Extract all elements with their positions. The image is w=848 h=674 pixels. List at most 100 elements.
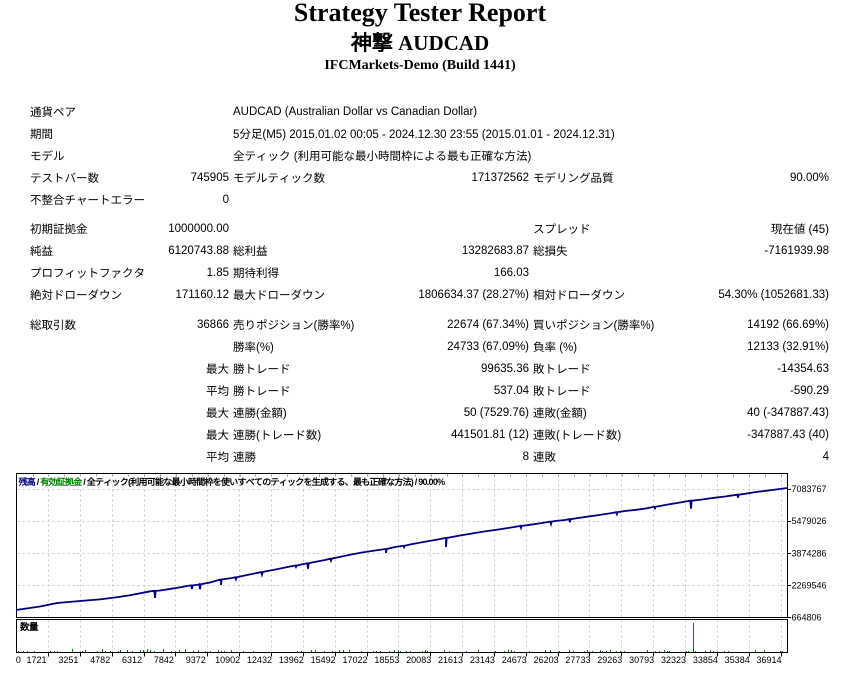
svg-text:13962: 13962 <box>279 655 304 665</box>
top-minor-ticks <box>33 474 782 477</box>
grid-lines <box>17 474 787 652</box>
cell-label: 売りポジション(勝率%) <box>233 319 355 332</box>
cell-value: 537.04 <box>493 384 529 397</box>
cell-label: 勝トレード <box>233 385 291 398</box>
legend-segment: 有効証拠金 <box>40 477 82 487</box>
svg-text:32323: 32323 <box>661 655 686 665</box>
chart-legend: 残高 / 有効証拠金 / 全ティック(利用可能な最小時間枠を使いすべてのティック… <box>19 477 446 488</box>
cell-label: 初期証拠金 <box>30 224 88 237</box>
svg-text:18553: 18553 <box>374 655 399 665</box>
cell-label: 絶対ドローダウン <box>30 290 122 303</box>
cell-value: 441501.81 (12) <box>450 428 529 441</box>
svg-text:9372: 9372 <box>186 655 206 665</box>
report-subtitle: 神撃 AUDCAD <box>350 31 490 55</box>
cell-label: テストバー数 <box>30 172 99 185</box>
cell-label: 買いポジション(勝率%) <box>533 319 655 332</box>
cell-value: 40 (-347887.43) <box>747 406 829 419</box>
table-row: 通貨ペア AUDCAD (Australian Dollar vs Canadia… <box>30 101 829 123</box>
cell-label: 期待利得 <box>233 268 279 281</box>
cell-value: 745905 <box>190 171 229 184</box>
legend-segment: / <box>35 477 41 487</box>
svg-text:4782: 4782 <box>90 655 110 665</box>
cell-label: 勝率(%) <box>233 341 274 354</box>
cell-value: -7161939.98 <box>764 245 829 258</box>
cell-label: スプレッド <box>533 224 591 237</box>
svg-text:17022: 17022 <box>342 655 367 665</box>
cell-value: 4 <box>822 451 829 463</box>
cell-label: 連勝 <box>233 452 256 464</box>
table-row: 不整合チャートエラー 0 <box>30 189 829 211</box>
table-row: 絶対ドローダウン 171160.12 最大ドローダウン 1806634.37 (28.… <box>30 284 829 306</box>
svg-text:1721: 1721 <box>26 655 46 665</box>
row-value-wide: 5分足(M5) 2015.01.02 00:05 - 2024.12.30 23… <box>233 128 615 141</box>
cell-value: 50 (7529.76) <box>463 406 529 419</box>
cell-value: 22674 (67.34%) <box>447 318 529 331</box>
table-row: 勝率(%) 24733 (67.09%) 負率 (%) 12133 (32.91%) <box>30 336 829 358</box>
cell-label: 連敗 <box>533 452 556 464</box>
cell-value: 14192 (66.69%) <box>747 318 829 331</box>
row-label: 通貨ペア <box>30 106 76 119</box>
table-row: プロフィットファクタ 1.85 期待利得 166.03 <box>30 262 829 284</box>
table-row: 最大 連勝(トレード数) 441501.81 (12) 連敗(トレード数) -34788… <box>30 424 829 446</box>
svg-text:15492: 15492 <box>311 655 336 665</box>
cell-value: 90.00% <box>789 171 829 184</box>
table-row: 総取引数 36866 売りポジション(勝率%) 22674 (67.34%) 買いポジシ… <box>30 314 829 336</box>
cell-value: 最大 <box>206 407 229 420</box>
svg-text:24673: 24673 <box>502 655 527 665</box>
table-row: 最大 連勝(金額) 50 (7529.76) 連敗(金額) 40 (-347887.43… <box>30 402 829 424</box>
y-axis-labels: 7083767 5479026 3874286 2269546 664806 <box>792 484 827 622</box>
cell-value: 24733 (67.09%) <box>447 340 529 353</box>
cell-label: 連勝(トレード数) <box>233 429 322 442</box>
cell-value: 8 <box>522 451 529 463</box>
cell-value: 1000000.00 <box>168 223 229 236</box>
report-header: Strategy Tester Report 神撃 AUDCAD IFCMark… <box>0 0 840 74</box>
cell-label: 連敗(金額) <box>533 407 587 420</box>
cell-value: 最大 <box>206 429 229 442</box>
table-row: 平均 連勝 8 連敗 4 <box>30 446 829 468</box>
cell-value: 13282683.87 <box>461 245 529 258</box>
cell-label: 負率 (%) <box>533 341 578 354</box>
cell-label: 最大ドローダウン <box>233 290 325 303</box>
cell-value: 171372562 <box>471 171 529 184</box>
summary-table: 通貨ペア AUDCAD (Australian Dollar vs Canadia… <box>30 101 829 468</box>
cell-value: 6120743.88 <box>168 245 229 258</box>
x-axis-labels: 0 1721 3251 4782 6312 7842 9372 10902 12432 13962… <box>16 655 782 665</box>
cell-value: 166.03 <box>493 267 529 280</box>
svg-text:0: 0 <box>16 655 21 665</box>
table-row: モデル 全ティック (利用可能な最小時間枠による最も正確な方法) <box>30 145 829 167</box>
cell-value: 平均 <box>206 385 229 398</box>
svg-text:3874286: 3874286 <box>792 548 827 558</box>
cell-label: 勝トレード <box>233 363 291 376</box>
cell-label: モデリング品質 <box>533 172 614 185</box>
svg-text:21613: 21613 <box>438 655 463 665</box>
svg-text:26203: 26203 <box>534 655 559 665</box>
cell-value: 171160.12 <box>175 289 229 302</box>
cell-value: 36866 <box>197 318 229 331</box>
cell-label: 敗トレード <box>533 385 591 398</box>
table-row: 最大 勝トレード 99635.36 敗トレード -14354.63 <box>30 358 829 380</box>
cell-label: 純益 <box>30 246 53 259</box>
page-title: Strategy Tester Report <box>293 0 547 27</box>
cell-label: 敗トレード <box>533 363 591 376</box>
cell-label: 総損失 <box>533 246 568 259</box>
svg-text:33854: 33854 <box>693 655 718 665</box>
svg-text:30793: 30793 <box>629 655 654 665</box>
svg-text:664806: 664806 <box>792 613 822 623</box>
svg-text:5479026: 5479026 <box>792 516 827 526</box>
row-label: モデル <box>30 150 65 163</box>
cell-label: 相対ドローダウン <box>533 290 625 303</box>
cell-label: 総利益 <box>233 246 268 259</box>
svg-text:2269546: 2269546 <box>792 580 827 590</box>
cell-label: 総取引数 <box>30 319 76 332</box>
svg-text:3251: 3251 <box>58 655 78 665</box>
svg-text:27733: 27733 <box>565 655 590 665</box>
cell-value: 99635.36 <box>481 362 529 375</box>
cell-label: 不整合チャートエラー <box>30 194 145 207</box>
svg-text:35384: 35384 <box>725 655 750 665</box>
svg-text:23143: 23143 <box>470 655 495 665</box>
axis-ticks <box>48 489 791 657</box>
svg-text:12432: 12432 <box>247 655 272 665</box>
cell-value: 1.85 <box>206 267 229 280</box>
